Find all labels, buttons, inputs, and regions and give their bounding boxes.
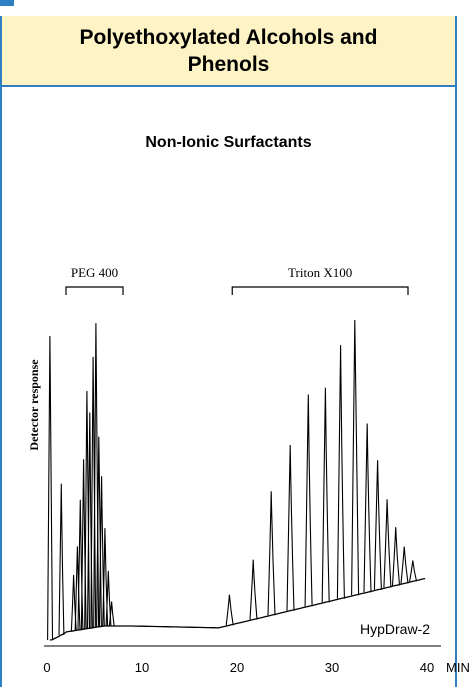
peak-18 — [286, 444, 295, 611]
x-tick-label-10: 10 — [135, 660, 149, 675]
y-axis-label: Detector response — [27, 359, 41, 451]
peak-20 — [321, 387, 330, 603]
x-tick-label-40: 40 — [420, 660, 434, 675]
x-axis-unit: MIN — [446, 660, 469, 675]
x-tick-labels: 0 10 20 30 40 — [43, 660, 434, 675]
peak-13 — [105, 570, 112, 627]
title-band: Polyethoxylated Alcohols and Phenols — [2, 16, 455, 87]
peak-27 — [400, 546, 409, 584]
watermark-label: HypDraw-2 — [360, 621, 430, 637]
x-tick-label-20: 20 — [230, 660, 244, 675]
annotation-label-1: Triton X100 — [288, 265, 352, 280]
annotations-layer: PEG 400 Triton X100 — [65, 265, 409, 295]
peak-12 — [102, 528, 109, 627]
annotation-label-0: PEG 400 — [71, 265, 118, 280]
x-tick-label-30: 30 — [325, 660, 339, 675]
peak-22 — [351, 319, 360, 596]
peak-0 — [47, 335, 54, 641]
annotation-bracket-0 — [65, 286, 124, 295]
peak-24 — [373, 460, 382, 590]
peak-11 — [98, 476, 105, 627]
peak-16 — [249, 559, 258, 620]
peak-23 — [363, 423, 372, 593]
peak-21 — [336, 345, 345, 599]
chart-title: Non-Ionic Surfactants — [145, 134, 312, 151]
peak-14 — [108, 601, 115, 627]
page-title: Polyethoxylated Alcohols and Phenols — [79, 25, 378, 76]
peak-28 — [409, 560, 418, 582]
annotation-bracket-1 — [231, 286, 409, 295]
peak-3 — [74, 546, 81, 631]
x-tick-label-0: 0 — [43, 660, 50, 675]
peak-1 — [58, 483, 65, 636]
top-edge — [0, 0, 469, 16]
corner-accent — [0, 0, 14, 6]
peak-26 — [391, 527, 401, 586]
peak-25 — [383, 499, 392, 588]
peak-15 — [225, 594, 234, 626]
baseline-trace — [49, 577, 426, 641]
peak-17 — [267, 491, 276, 616]
traces-layer — [47, 319, 426, 641]
peak-19 — [304, 394, 313, 607]
